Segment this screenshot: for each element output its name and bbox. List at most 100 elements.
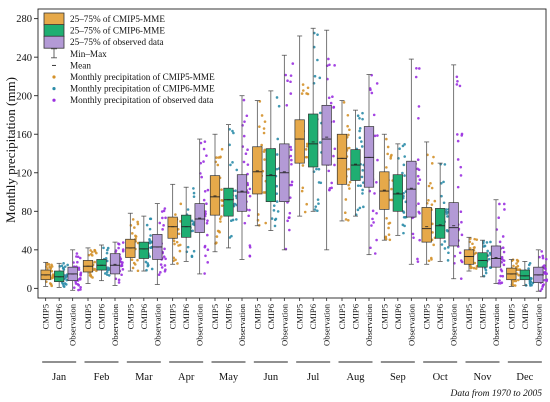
data-point	[275, 167, 279, 171]
legend-swatch	[43, 12, 65, 26]
data-point	[291, 62, 295, 65]
data-point	[327, 96, 331, 100]
data-point	[385, 166, 388, 169]
data-point	[93, 250, 97, 253]
data-point	[290, 162, 293, 166]
data-point	[248, 244, 252, 247]
data-point	[89, 252, 93, 256]
data-point	[102, 246, 105, 250]
box	[294, 119, 305, 164]
data-point	[145, 223, 149, 227]
data-point	[530, 277, 533, 281]
data-point	[541, 256, 545, 260]
data-point	[248, 194, 252, 198]
data-point	[427, 199, 430, 202]
box	[125, 238, 136, 258]
group-label: Observation	[195, 303, 205, 346]
legend-box-swatch	[43, 24, 65, 38]
data-point	[412, 236, 415, 239]
data-point	[217, 156, 220, 159]
data-point	[121, 241, 125, 244]
legend-box-swatch	[43, 12, 65, 26]
footnote: Data from 1970 to 2005	[450, 388, 543, 399]
box	[435, 208, 446, 239]
data-point	[511, 281, 514, 285]
data-point	[246, 148, 249, 151]
data-point	[273, 224, 277, 228]
data-point	[172, 239, 176, 243]
data-point	[202, 160, 205, 163]
data-point	[540, 287, 544, 291]
data-point	[542, 264, 546, 267]
data-point	[456, 139, 460, 143]
data-point	[446, 215, 449, 218]
data-point	[150, 267, 154, 271]
data-point	[375, 181, 378, 184]
data-point	[263, 158, 266, 161]
legend-point-swatch	[52, 98, 56, 102]
data-point	[286, 219, 289, 223]
data-point	[77, 268, 81, 271]
data-point	[389, 157, 392, 160]
data-point	[270, 217, 274, 220]
group-label: CMIP6	[435, 303, 445, 329]
data-point	[136, 220, 139, 224]
data-point	[148, 227, 152, 231]
data-point	[456, 185, 460, 189]
data-point	[356, 208, 360, 212]
data-point	[442, 201, 446, 205]
data-point	[401, 171, 404, 175]
data-point	[517, 268, 520, 272]
box	[321, 104, 332, 166]
data-point	[300, 92, 304, 95]
legend-swatch	[43, 24, 65, 38]
group-label: Observation	[110, 303, 120, 346]
data-point	[273, 218, 277, 222]
data-point	[386, 152, 389, 156]
data-point	[229, 163, 232, 167]
data-point	[288, 228, 291, 232]
data-point	[443, 163, 447, 166]
data-point	[174, 258, 177, 262]
box	[138, 241, 149, 259]
data-point	[289, 145, 292, 149]
y-tick-label: 200	[16, 91, 32, 102]
data-point	[106, 266, 110, 270]
data-point	[216, 163, 220, 167]
data-point	[105, 270, 109, 274]
data-point	[418, 238, 421, 242]
legend-swatch	[52, 87, 56, 91]
data-point	[455, 83, 459, 86]
data-point	[484, 268, 488, 272]
data-point	[284, 73, 288, 77]
box	[265, 148, 276, 203]
data-point	[233, 202, 237, 206]
data-point	[347, 219, 350, 222]
box	[519, 269, 530, 281]
data-point	[228, 236, 232, 239]
data-point	[402, 231, 405, 235]
data-point	[403, 224, 406, 228]
data-point	[48, 282, 52, 285]
data-point	[220, 188, 223, 191]
data-point	[275, 200, 279, 203]
legend-label: Monthly precipitation of CMIP5-MME	[70, 72, 215, 82]
data-point	[333, 163, 336, 167]
data-point	[51, 276, 54, 279]
legend-label: 25–75% of CMIP6-MME	[70, 26, 165, 36]
data-point	[49, 266, 52, 269]
data-point	[103, 272, 107, 275]
data-point	[290, 180, 294, 184]
data-point	[199, 141, 203, 145]
data-point	[176, 262, 179, 265]
data-point	[501, 246, 505, 250]
data-point	[317, 167, 321, 171]
data-point	[246, 191, 250, 194]
data-point	[411, 232, 415, 236]
data-point	[417, 202, 420, 205]
data-point	[362, 205, 365, 209]
data-point	[544, 267, 547, 271]
group-label: Observation	[449, 303, 459, 346]
data-point	[107, 274, 111, 277]
data-point	[303, 210, 307, 214]
